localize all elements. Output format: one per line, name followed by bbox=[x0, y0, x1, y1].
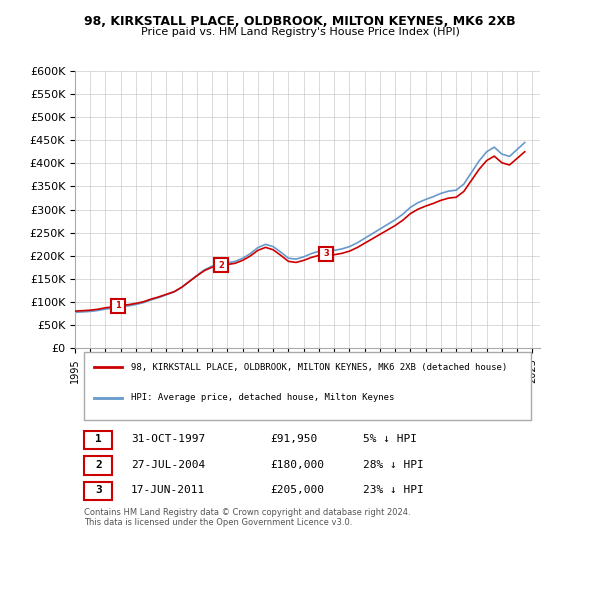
Text: £205,000: £205,000 bbox=[270, 485, 324, 495]
Text: 28% ↓ HPI: 28% ↓ HPI bbox=[364, 460, 424, 470]
Text: 98, KIRKSTALL PLACE, OLDBROOK, MILTON KEYNES, MK6 2XB (detached house): 98, KIRKSTALL PLACE, OLDBROOK, MILTON KE… bbox=[131, 363, 507, 372]
Text: 5% ↓ HPI: 5% ↓ HPI bbox=[364, 434, 418, 444]
Text: 23% ↓ HPI: 23% ↓ HPI bbox=[364, 485, 424, 495]
Text: 98, KIRKSTALL PLACE, OLDBROOK, MILTON KEYNES, MK6 2XB: 98, KIRKSTALL PLACE, OLDBROOK, MILTON KE… bbox=[84, 15, 516, 28]
Text: 1: 1 bbox=[115, 301, 121, 310]
FancyBboxPatch shape bbox=[84, 457, 112, 474]
Text: 3: 3 bbox=[95, 485, 101, 495]
Text: £91,950: £91,950 bbox=[270, 434, 317, 444]
Text: £180,000: £180,000 bbox=[270, 460, 324, 470]
Text: 17-JUN-2011: 17-JUN-2011 bbox=[131, 485, 205, 495]
Text: 3: 3 bbox=[323, 249, 329, 258]
Text: Contains HM Land Registry data © Crown copyright and database right 2024.: Contains HM Land Registry data © Crown c… bbox=[84, 509, 411, 517]
Text: HPI: Average price, detached house, Milton Keynes: HPI: Average price, detached house, Milt… bbox=[131, 393, 394, 402]
FancyBboxPatch shape bbox=[84, 481, 112, 500]
Text: This data is licensed under the Open Government Licence v3.0.: This data is licensed under the Open Gov… bbox=[84, 517, 353, 526]
Text: Price paid vs. HM Land Registry's House Price Index (HPI): Price paid vs. HM Land Registry's House … bbox=[140, 27, 460, 37]
Text: 2: 2 bbox=[218, 261, 224, 270]
Text: 31-OCT-1997: 31-OCT-1997 bbox=[131, 434, 205, 444]
FancyBboxPatch shape bbox=[84, 352, 531, 420]
Text: 2: 2 bbox=[95, 460, 101, 470]
FancyBboxPatch shape bbox=[84, 431, 112, 450]
Text: 27-JUL-2004: 27-JUL-2004 bbox=[131, 460, 205, 470]
Text: 1: 1 bbox=[95, 434, 101, 444]
